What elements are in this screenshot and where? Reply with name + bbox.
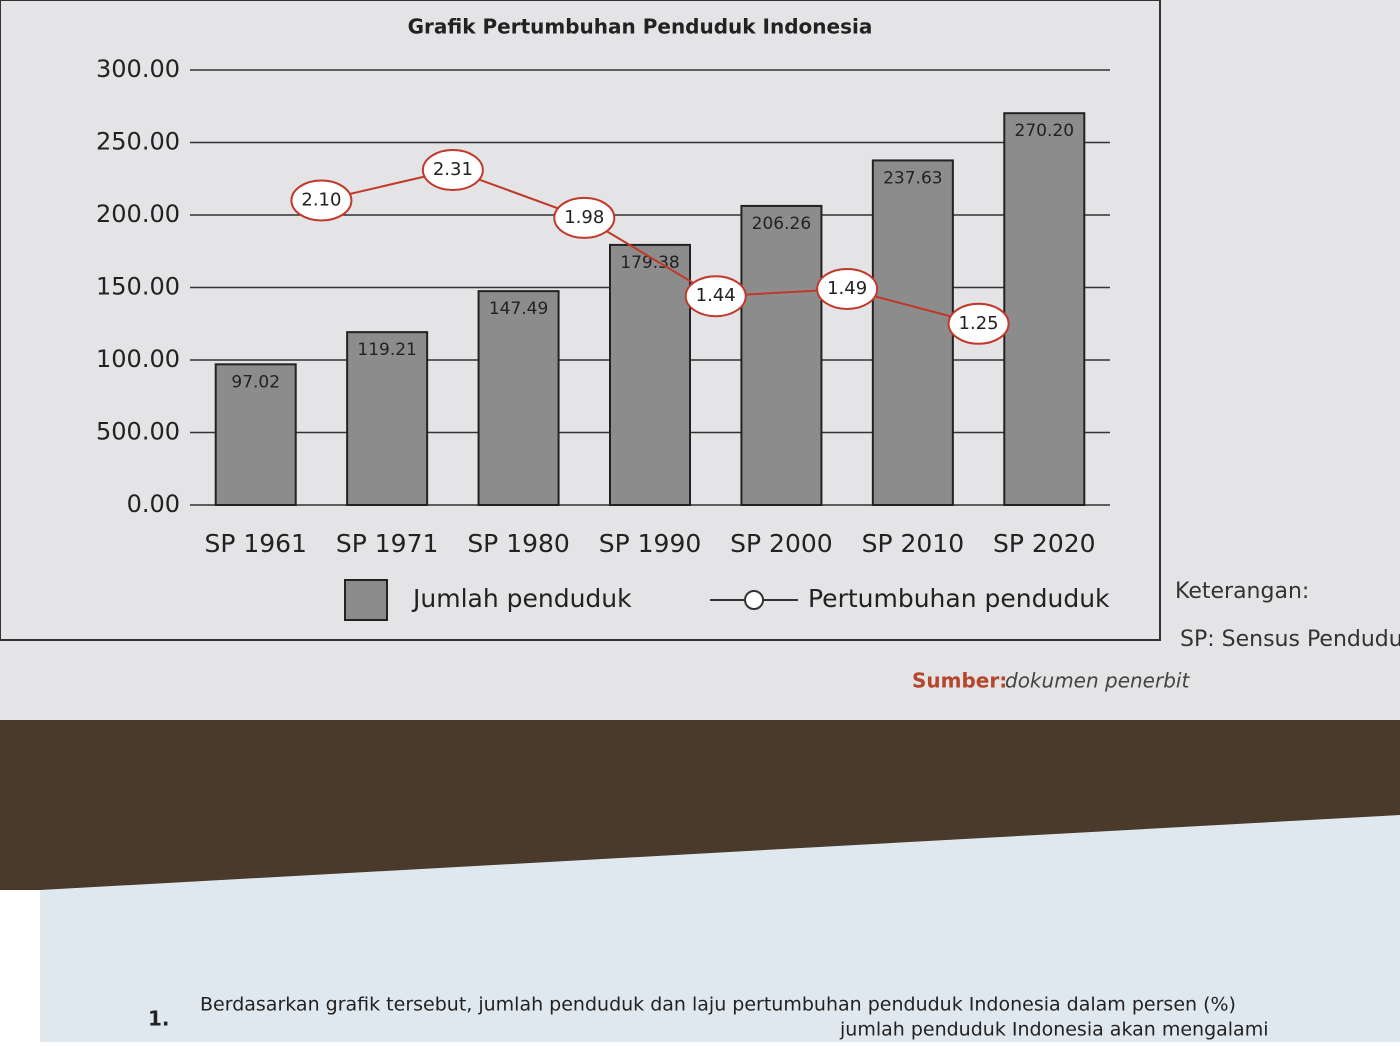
data-label: 119.21 xyxy=(357,340,416,360)
worksheet xyxy=(40,815,1400,1042)
y-tick-label: 300.00 xyxy=(96,55,180,83)
line-point xyxy=(816,267,879,310)
line-point xyxy=(684,275,747,318)
question-text: Berdasarkan grafik tersebut, jumlah pend… xyxy=(200,994,1236,1016)
data-label: 206.26 xyxy=(752,214,811,234)
x-tick-label: SP 1971 xyxy=(336,529,439,558)
line-point xyxy=(290,179,353,222)
data-label: 1.44 xyxy=(696,285,736,306)
x-tick-label: SP 1980 xyxy=(467,529,570,558)
legend-label: Pertumbuhan penduduk xyxy=(808,584,1110,613)
bar xyxy=(477,290,560,506)
data-label: 1.49 xyxy=(827,278,867,299)
question-text: jumlah penduduk Indonesia akan mengalami xyxy=(839,1019,1268,1041)
line-point xyxy=(553,196,616,239)
y-tick-label: 200.00 xyxy=(96,200,180,228)
bar xyxy=(214,363,297,507)
bar xyxy=(740,204,823,506)
line-point xyxy=(947,302,1010,345)
data-label: 179.38 xyxy=(620,253,679,273)
y-tick-label: 100.00 xyxy=(96,345,180,373)
source: dokumen penerbit xyxy=(1005,669,1190,693)
x-tick-label: SP 1990 xyxy=(599,529,702,558)
question-number: 1. xyxy=(148,1007,170,1031)
notes-text: SP: Sensus Pendudu xyxy=(1180,627,1400,652)
y-tick-label: 150.00 xyxy=(96,273,180,301)
data-label: 2.10 xyxy=(301,190,341,211)
chart-title: Grafik Pertumbuhan Penduduk Indonesia xyxy=(408,15,873,39)
data-label: 2.31 xyxy=(433,159,473,180)
data-label: 147.49 xyxy=(489,299,548,319)
notes-heading: Keterangan: xyxy=(1175,579,1309,604)
legend-marker xyxy=(744,590,764,610)
x-tick-label: SP 2000 xyxy=(730,529,833,558)
x-tick-label: SP 2020 xyxy=(993,529,1096,558)
bar xyxy=(871,159,954,506)
data-label: 1.25 xyxy=(959,313,999,334)
bar xyxy=(1003,112,1086,507)
line-point xyxy=(421,149,484,192)
bar xyxy=(609,243,691,507)
data-label: 237.63 xyxy=(883,168,942,188)
bar xyxy=(346,331,429,507)
y-tick-label: 250.00 xyxy=(96,128,180,156)
y-tick-label: 0.00 xyxy=(127,490,180,518)
y-tick-label: 500.00 xyxy=(96,418,180,446)
data-label: 1.98 xyxy=(564,207,604,228)
x-tick-label: SP 1961 xyxy=(204,529,307,558)
data-label: 270.20 xyxy=(1015,121,1074,141)
chart-frame xyxy=(0,0,1161,641)
legend-swatch xyxy=(344,579,388,621)
legend-label: Jumlah penduduk xyxy=(411,584,632,613)
source-label: Sumber: xyxy=(912,669,1007,693)
data-label: 97.02 xyxy=(231,372,280,392)
x-tick-label: SP 2010 xyxy=(862,529,965,558)
